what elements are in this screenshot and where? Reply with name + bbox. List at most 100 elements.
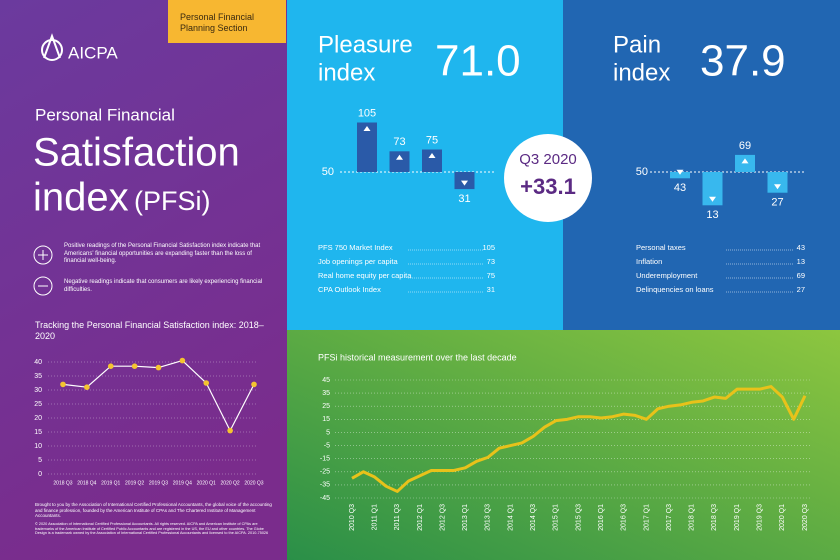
x-tick-label: 2013 Q3 [485,504,492,531]
section-tag-bg [168,0,286,43]
list-label: Underemployment [636,271,698,280]
quarter-badge [504,134,592,222]
y-tick-label: 0 [38,471,42,478]
bar [735,154,755,172]
list-value: 75 [487,271,495,280]
note: Positive readings of the Personal Financ… [64,243,261,264]
list-value: 69 [797,271,805,280]
x-tick-label: 2019 Q4 [173,480,192,486]
x-tick-label: 2016 Q1 [598,504,605,531]
value-label: 31 [458,193,470,205]
y-tick-label: 20 [34,415,42,422]
history-panel [287,330,840,560]
index-value: 37.9 [700,37,786,86]
bar [357,122,377,172]
y-tick-label: 40 [34,359,42,366]
y-tick-label: 5 [326,429,330,436]
x-tick-label: 2020 Q3 [802,504,809,531]
y-tick-label: 25 [34,401,42,408]
x-tick-label: 2020 Q1 [197,480,216,486]
arrow [774,184,781,190]
list-label: CPA Outlook Index [318,285,381,294]
x-tick-label: 2014 Q3 [530,504,537,531]
value-label: 43 [674,182,686,194]
arrow [461,180,468,186]
footer-text: Brought to you by the Association of Int… [35,502,272,519]
marker [84,384,90,391]
bar [702,172,723,206]
pain-panel [563,0,840,330]
x-tick-label: 2018 Q1 [689,504,696,531]
x-tick-label: 2018 Q3 [53,480,72,486]
title-line: Satisfaction [33,131,240,175]
y-tick-label: 30 [34,387,42,394]
left-panel [0,0,287,560]
bar [767,172,788,193]
list-value: 43 [797,243,805,252]
y-tick-label: 35 [34,373,42,380]
x-tick-label: 2020 Q1 [779,504,786,531]
arrow [396,154,403,160]
x-tick-label: 2020 Q3 [244,480,263,486]
baseline-label: 50 [322,166,334,178]
x-tick-label: 2019 Q1 [101,480,120,486]
note: Negative readings indicate that consumer… [64,279,263,293]
y-tick-label: -45 [320,495,330,502]
y-tick-label: -15 [320,456,330,463]
list-label: Inflation [636,257,662,266]
x-tick-label: 2010 Q3 [349,504,356,531]
y-tick-label: 5 [38,457,42,464]
x-tick-label: 2020 Q2 [221,480,240,486]
x-tick-label: 2015 Q3 [575,504,582,531]
footer-legal: © 2020 Association of International Cert… [35,522,269,536]
y-tick-label: -5 [324,442,330,449]
data-line [351,385,807,493]
value-label: 73 [393,136,405,148]
list-label: Job openings per capita [318,257,398,266]
quarter-change: +33.1 [520,174,576,199]
arrow [363,126,371,131]
index-label: Pleasure [318,31,413,58]
x-tick-label: 2017 Q3 [666,504,673,531]
marker [227,427,233,434]
value-label: 75 [426,134,438,146]
list-value: 105 [482,243,495,252]
bar [670,172,690,179]
value-label: 27 [771,197,783,209]
value-label: 13 [706,209,718,221]
value-label: 105 [358,107,376,119]
x-tick-label: 2016 Q3 [621,504,628,531]
arrow [741,158,749,164]
marker [131,363,138,370]
marker [107,363,114,370]
x-tick-label: 2017 Q1 [643,504,650,531]
x-tick-label: 2018 Q4 [77,480,96,486]
x-tick-label: 2019 Q3 [149,480,168,486]
logo-icon [41,33,63,61]
y-tick-label: -35 [320,482,330,489]
list-value: 31 [487,285,495,294]
title-line: Personal Financial [35,105,175,124]
y-tick-label: 35 [322,390,330,397]
x-tick-label: 2012 Q1 [417,504,424,531]
arrow [676,169,684,175]
y-tick-label: -25 [320,469,330,476]
x-tick-label: 2018 Q3 [711,504,718,531]
bar [454,172,475,190]
y-tick-label: 10 [34,443,42,450]
logo: AICPA [68,43,118,62]
list-value: 73 [487,257,495,266]
chart-title: PFSi historical measurement over the las… [318,352,517,362]
list-value: 27 [797,285,805,294]
arrow [428,153,436,158]
index-label: Pain [613,31,661,58]
y-tick-label: 25 [322,403,330,410]
x-tick-label: 2015 Q1 [553,504,560,531]
list-label: Real home equity per capita [318,271,412,280]
x-tick-label: 2019 Q2 [125,480,144,486]
x-tick-label: 2011 Q1 [371,504,378,530]
marker [179,357,186,364]
bar [422,149,442,172]
